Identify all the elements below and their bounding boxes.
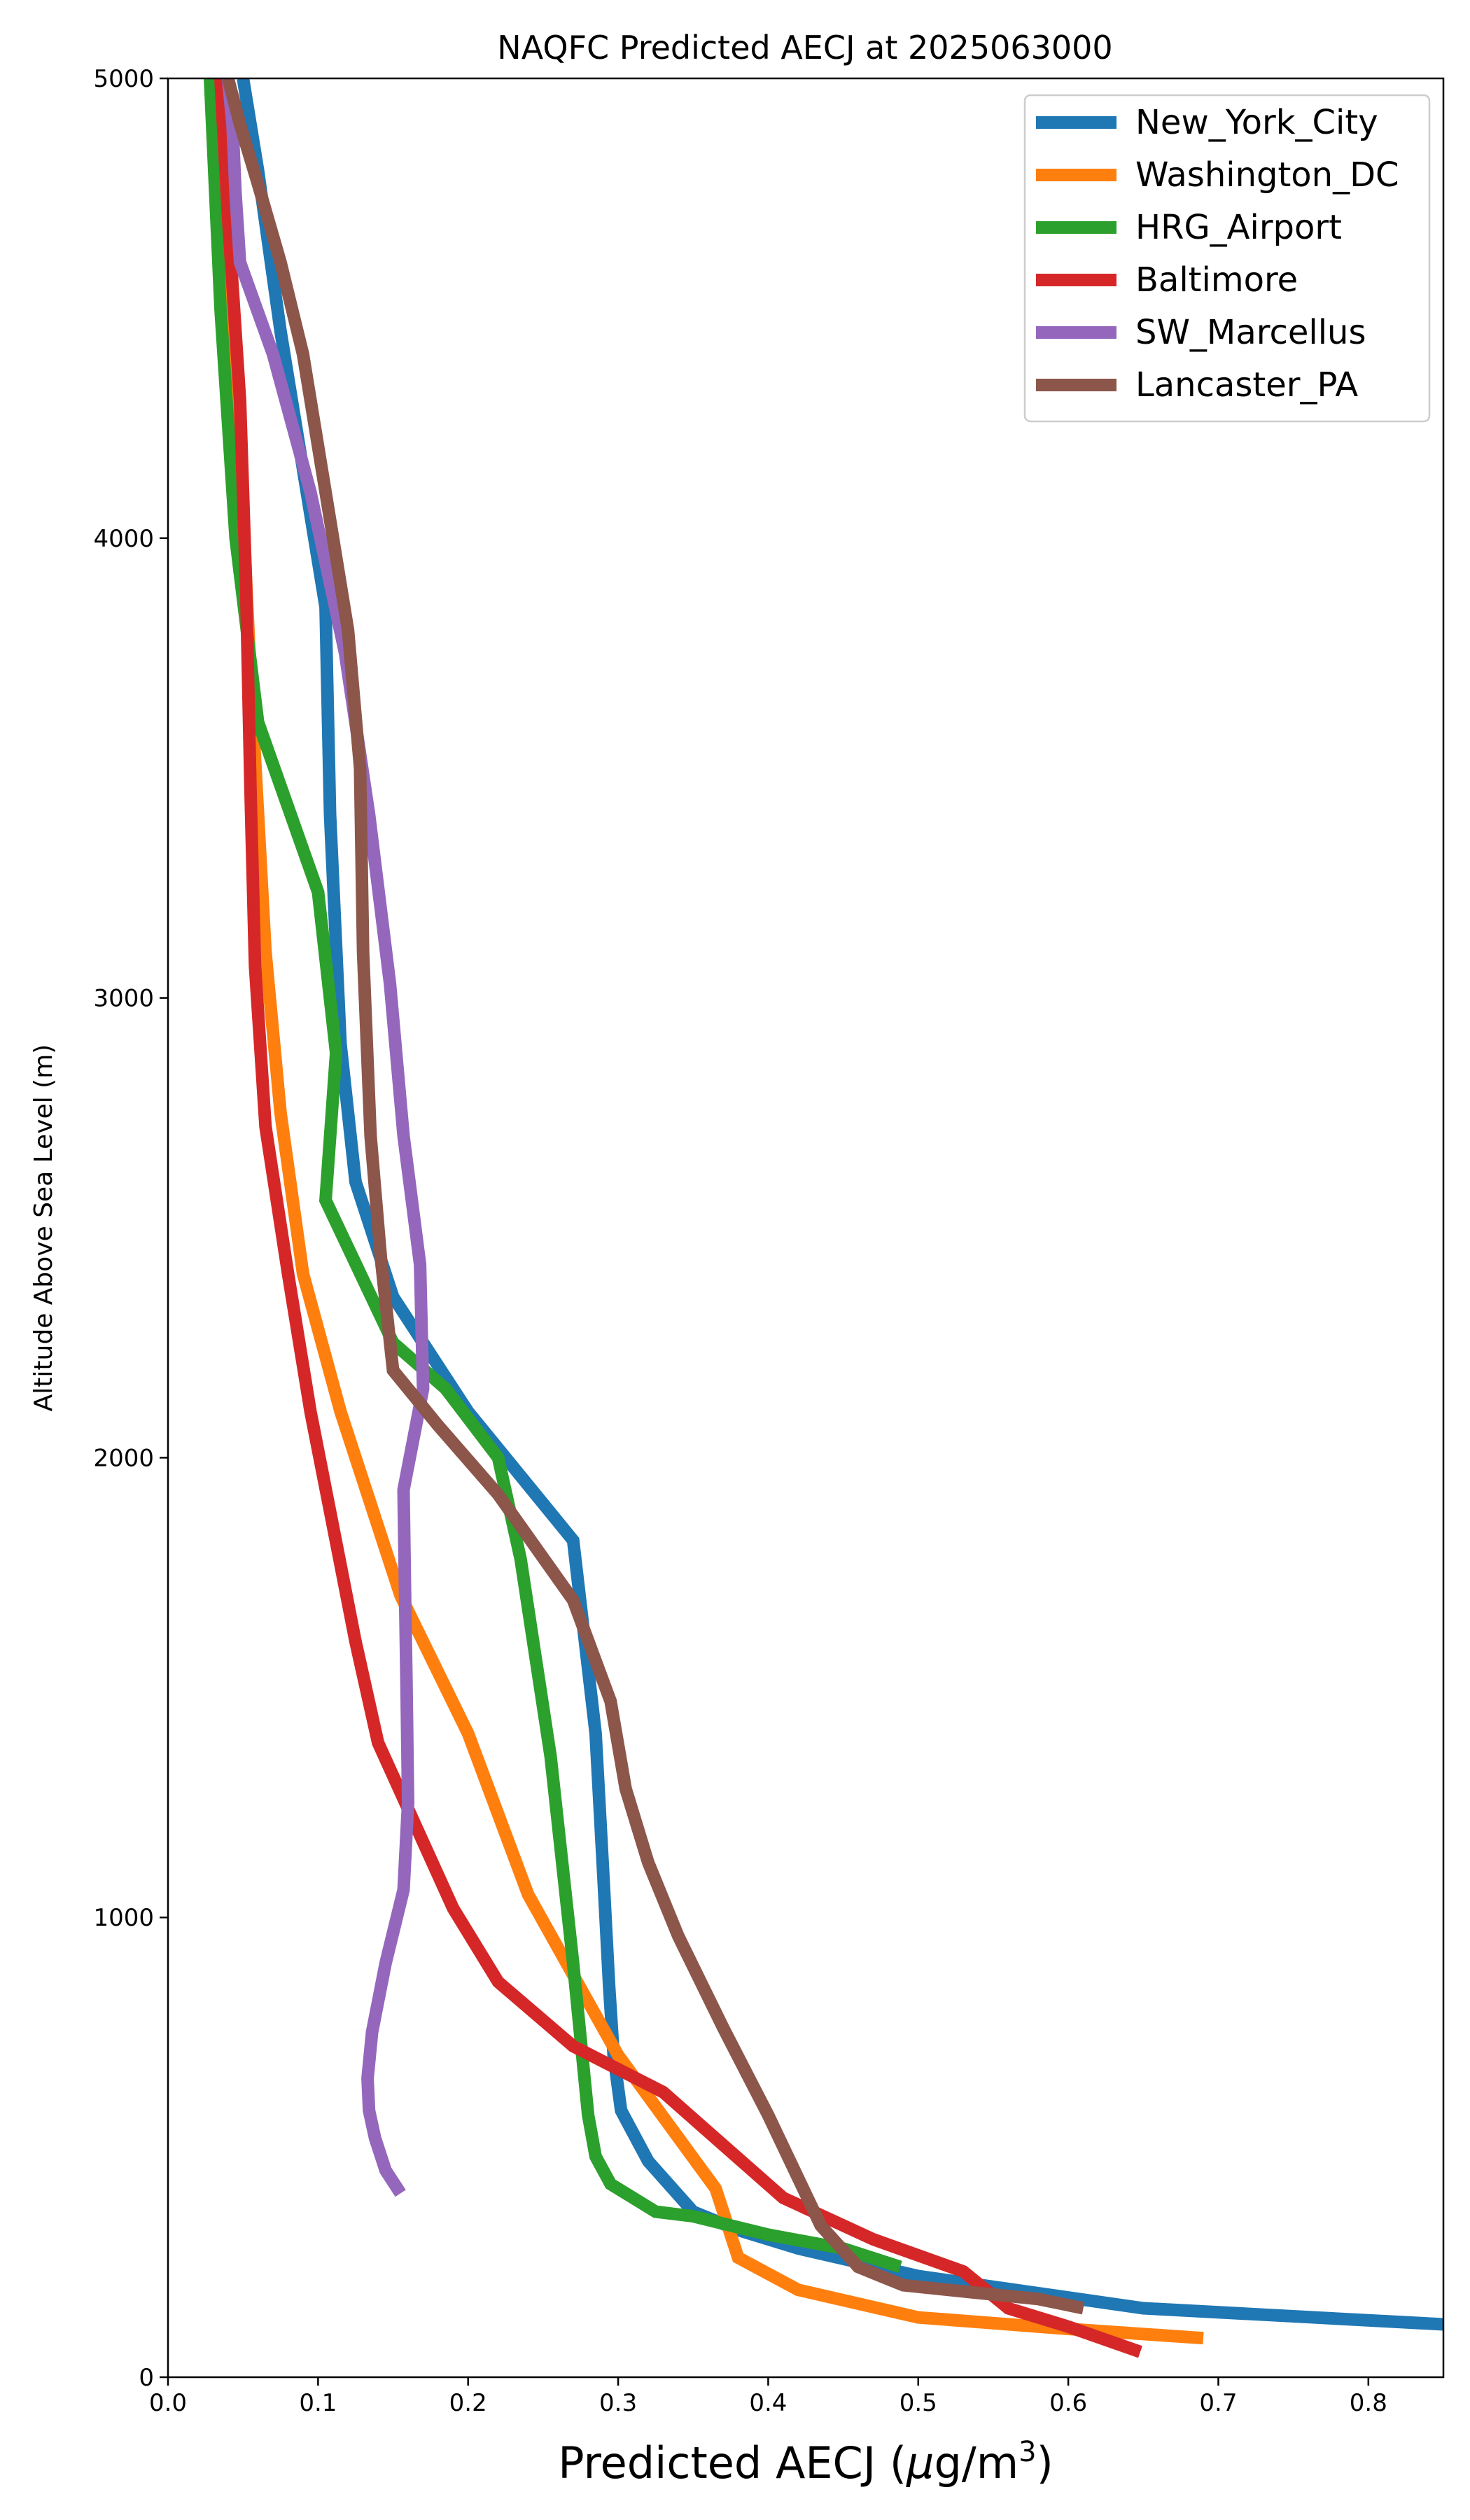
x-tick-label: 0.0 bbox=[149, 2389, 187, 2417]
y-tick-label: 3000 bbox=[93, 985, 154, 1013]
x-axis-label-close: ) bbox=[1037, 2437, 1054, 2488]
plot-frame bbox=[167, 77, 1445, 2379]
x-tick-label: 0.3 bbox=[599, 2389, 637, 2417]
legend-label: SW_Marcellus bbox=[1135, 313, 1366, 352]
x-axis-label-mu: μ bbox=[906, 2437, 934, 2488]
legend-items: New_York_City Washington_DC HRG_Airport Bal… bbox=[1036, 103, 1399, 405]
x-tick-label: 0.6 bbox=[1049, 2389, 1087, 2417]
legend-label: Lancaster_PA bbox=[1135, 365, 1358, 405]
x-tick-label: 0.1 bbox=[299, 2389, 337, 2417]
plot-area bbox=[167, 77, 1445, 2379]
legend-label: Baltimore bbox=[1135, 260, 1298, 300]
series-line-sw-marcellus bbox=[221, 78, 430, 2197]
y-tick-label: 4000 bbox=[93, 525, 154, 553]
x-tick-label: 0.2 bbox=[449, 2389, 487, 2417]
series-line-baltimore bbox=[214, 78, 1142, 2358]
legend: New_York_City Washington_DC HRG_Airport Bal… bbox=[1023, 94, 1431, 423]
x-axis-label-unit: g/m bbox=[934, 2437, 1018, 2488]
x-axis-label-text: Predicted AECJ ( bbox=[558, 2437, 906, 2488]
x-tick-label: 0.5 bbox=[899, 2389, 937, 2417]
legend-label: New_York_City bbox=[1135, 103, 1378, 142]
legend-label: HRG_Airport bbox=[1135, 208, 1342, 247]
y-tick-label: 2000 bbox=[93, 1444, 154, 1472]
legend-box bbox=[1023, 94, 1431, 423]
y-tick-label: 5000 bbox=[93, 65, 154, 93]
y-axis-label: Altitude Above Sea Level (m) bbox=[29, 1044, 58, 1412]
chart-title: NAQFC Predicted AECJ at 2025063000 bbox=[497, 29, 1112, 66]
x-axis-label-superscript: 3 bbox=[1018, 2436, 1036, 2468]
series-line-lancaster-pa bbox=[221, 78, 1085, 2315]
y-tick-label: 0 bbox=[139, 2364, 154, 2392]
series-layer bbox=[204, 78, 1443, 2358]
y-tick-label: 1000 bbox=[93, 1904, 154, 1932]
x-axis-label: Predicted AECJ (μg/m3) bbox=[558, 2436, 1054, 2488]
x-tick-label: 0.7 bbox=[1199, 2389, 1237, 2417]
series-line-hrg-airport bbox=[204, 78, 902, 2273]
x-tick-label: 0.8 bbox=[1350, 2389, 1387, 2417]
legend-label: Washington_DC bbox=[1135, 155, 1399, 195]
y-axis: 0 1000 2000 3000 4000 5000 bbox=[93, 65, 168, 2392]
x-tick-label: 0.4 bbox=[749, 2389, 787, 2417]
series-line-washington-dc bbox=[214, 78, 1204, 2345]
x-axis: 0.0 0.1 0.2 0.3 0.4 0.5 0.6 0.7 0.8 bbox=[149, 2377, 1387, 2417]
